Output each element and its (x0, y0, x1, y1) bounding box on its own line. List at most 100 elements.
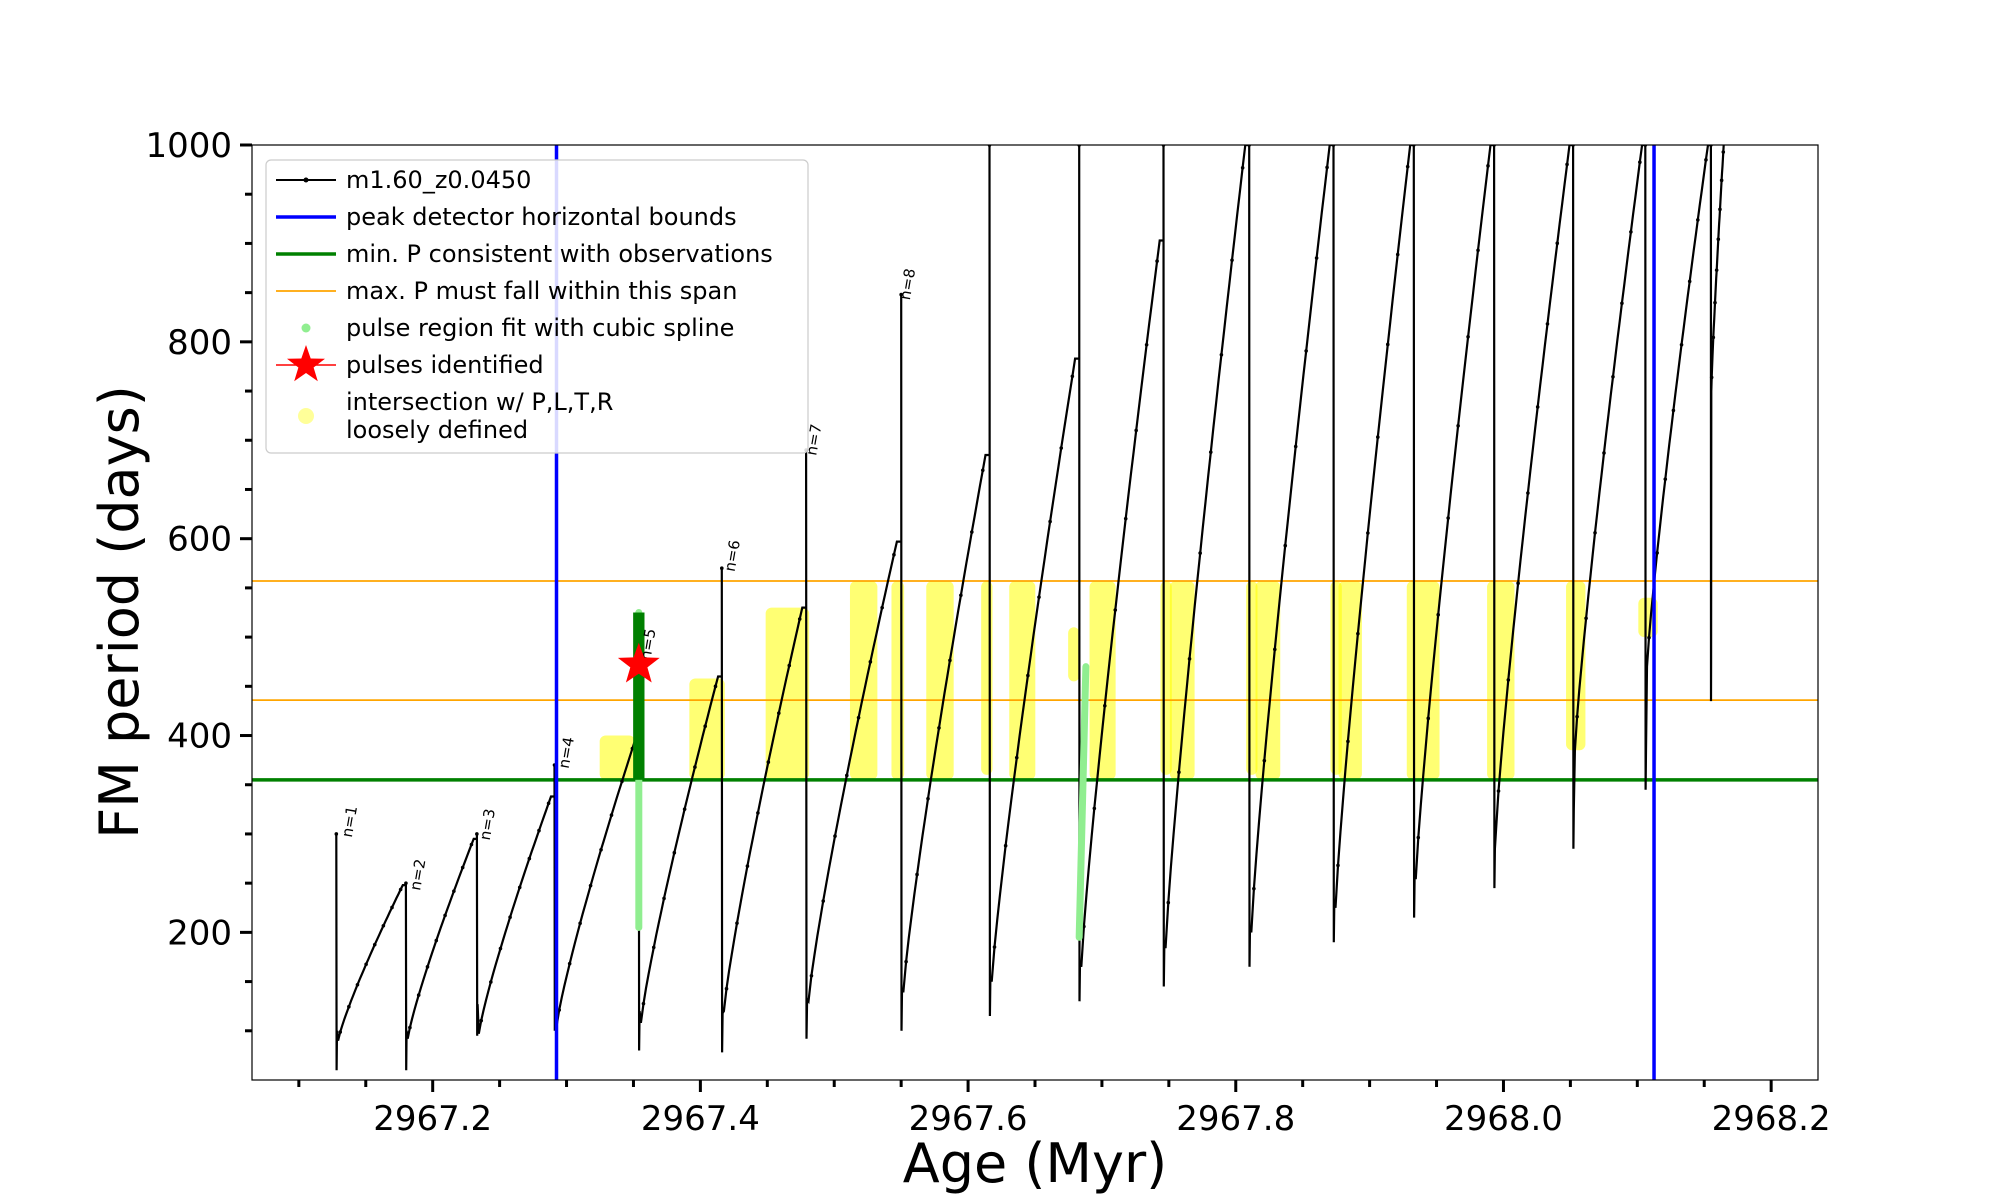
series-point (355, 982, 360, 987)
series-point (1037, 595, 1041, 599)
pulse-cycle-4 (553, 739, 639, 1031)
series-point (1516, 581, 1520, 586)
series-point (1325, 165, 1329, 170)
series-point (1092, 806, 1097, 811)
series-point (1166, 900, 1171, 905)
intersection-band-16 (1338, 581, 1362, 780)
series-point (1535, 405, 1540, 409)
series-point (425, 965, 430, 969)
pulse-label-6: n=6 (721, 539, 744, 573)
series-point (1155, 259, 1159, 263)
series-point (1405, 164, 1410, 169)
x-tick-label: 2967.2 (373, 1099, 492, 1139)
series-point (1711, 335, 1716, 340)
series-point (1476, 248, 1480, 253)
pulse-cycle-15 (1493, 145, 1574, 889)
series-point (1376, 435, 1380, 439)
pulse-cycle-3 (475, 795, 555, 1036)
series-point (1446, 516, 1450, 520)
series-point (1575, 714, 1579, 719)
series-point (1436, 612, 1440, 617)
legend-label-3: min. P consistent with observations (346, 240, 773, 268)
series-point (1713, 300, 1717, 305)
series-point (1177, 770, 1181, 775)
series-point (1655, 551, 1659, 555)
series-point (1593, 530, 1597, 535)
series-point (537, 828, 541, 833)
series-point (1219, 352, 1224, 357)
series-point (672, 850, 677, 855)
series-point (1426, 716, 1431, 721)
series-point (334, 832, 339, 836)
series-point (980, 468, 985, 473)
intersection-band-3 (765, 607, 810, 780)
series-point (469, 842, 474, 847)
series-point (567, 961, 572, 966)
intersection-band-19 (1566, 581, 1586, 751)
pulse-cycle-9 (988, 145, 1080, 1017)
legend-label-1: m1.60_z0.0450 (346, 166, 531, 194)
series-point (1304, 349, 1308, 353)
y-tick-label: 200 (167, 913, 232, 953)
series-point (1385, 342, 1390, 347)
series-point (1416, 835, 1421, 840)
series-point (517, 885, 522, 890)
pulses-identified-markers (617, 642, 660, 683)
x-tick-label: 2968.0 (1444, 1099, 1563, 1139)
series-point (735, 921, 739, 925)
series-point (892, 552, 896, 557)
series-point (1059, 446, 1064, 450)
legend-swatch-big-dot (298, 408, 314, 424)
series-point (1679, 342, 1684, 347)
legend-box (265, 159, 809, 454)
series-point (1647, 635, 1651, 640)
series-point (915, 872, 919, 877)
series-point (1718, 207, 1722, 212)
series-point (416, 993, 421, 997)
series-point (970, 530, 974, 534)
series-point (347, 1004, 351, 1009)
series-point (1003, 843, 1008, 848)
series-point (479, 1018, 484, 1023)
series-point (641, 1001, 646, 1006)
pulse-label-8: n=8 (896, 267, 919, 301)
series-point (546, 801, 551, 806)
pulse-cycle-16 (1572, 145, 1646, 849)
series-point (390, 905, 394, 910)
legend-swatch-star (287, 345, 325, 382)
pulse-label-2: n=2 (406, 858, 429, 892)
series-point (1663, 477, 1668, 481)
series-point (713, 684, 718, 689)
series-point (1671, 408, 1676, 413)
series-point (1486, 164, 1490, 168)
series-point (1134, 428, 1138, 433)
series-point (381, 923, 386, 928)
series-point (1230, 258, 1234, 262)
series-point (1014, 755, 1019, 760)
series-point (1565, 162, 1569, 167)
series-point (1272, 647, 1277, 652)
horizontal-reference-lines (252, 580, 1818, 782)
legend-swatch-marker (303, 177, 309, 183)
series-point (1208, 450, 1213, 454)
series-point (1496, 789, 1501, 793)
series-point (821, 899, 826, 903)
min-period-pulse-highlight (633, 612, 645, 780)
series-point (1314, 256, 1319, 260)
series-point (1709, 375, 1714, 380)
y-tick-label: 400 (167, 717, 232, 757)
pulse-label-3: n=3 (476, 807, 499, 841)
series-point (844, 773, 849, 778)
series-point (1716, 237, 1721, 242)
series-point (1070, 374, 1075, 379)
series-point (937, 726, 941, 730)
series-point (662, 896, 666, 901)
x-tick-label: 2967.6 (909, 1099, 1028, 1139)
series-point (557, 1008, 562, 1012)
intersection-band-4 (849, 581, 878, 780)
series-point (693, 765, 697, 769)
series-point (620, 779, 624, 784)
series-point (833, 834, 837, 838)
series-point (1336, 863, 1340, 868)
